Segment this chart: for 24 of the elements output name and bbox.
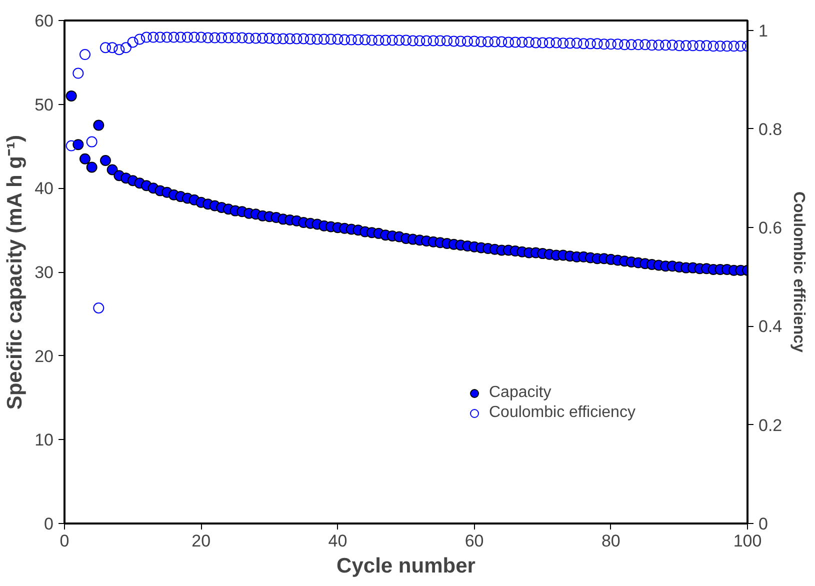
x-tick-label: 60 — [464, 532, 484, 550]
y2-tick-label: 0.2 — [758, 416, 782, 435]
x-tick-label: 100 — [733, 532, 762, 550]
y-axis-title: Specific capacity (mA h g⁻¹) — [4, 135, 27, 410]
x-tick-label: 80 — [601, 532, 620, 550]
x-tick-label: 40 — [328, 532, 348, 550]
y-tick-label: 0 — [44, 514, 54, 534]
x-axis-title: Cycle number — [336, 554, 476, 578]
legend-label: Capacity — [489, 384, 552, 402]
x-tick-label: 0 — [60, 532, 70, 550]
y-tick-label: 30 — [34, 263, 54, 282]
y-tick-label: 10 — [34, 430, 54, 450]
y-tick-label: 60 — [34, 12, 54, 30]
y2-tick-label: 0.6 — [758, 218, 782, 238]
y-tick-label: 50 — [34, 95, 54, 114]
y2-tick-label: 0.4 — [758, 317, 782, 336]
y2-axis-title: Coulombic efficiency — [790, 192, 808, 353]
y2-tick-label: 0 — [758, 514, 768, 534]
y2-tick-label: 0.8 — [758, 120, 782, 139]
y-tick-label: 20 — [34, 346, 54, 366]
y2-tick-label: 1 — [758, 21, 768, 40]
y-tick-label: 40 — [34, 179, 54, 198]
x-tick-label: 20 — [192, 532, 211, 550]
legend-label: Coulombic efficiency — [489, 404, 636, 422]
